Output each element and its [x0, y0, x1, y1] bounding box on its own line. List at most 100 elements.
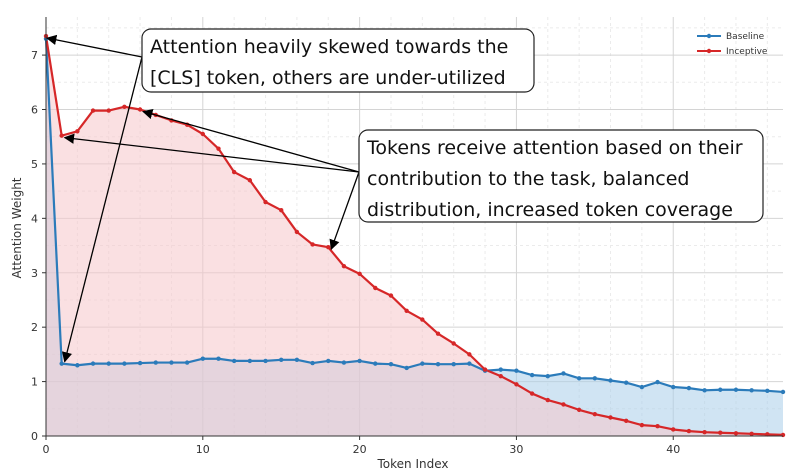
- y-tick-label: 6: [31, 104, 38, 117]
- point-inceptive: [749, 431, 754, 437]
- point-baseline: [435, 361, 441, 367]
- point-inceptive: [137, 107, 143, 112]
- point-baseline: [514, 368, 519, 373]
- point-baseline: [75, 363, 80, 368]
- point-inceptive: [247, 178, 253, 183]
- point-inceptive: [561, 402, 566, 407]
- point-baseline: [231, 358, 237, 364]
- point-baseline: [498, 367, 503, 372]
- point-baseline: [200, 356, 206, 361]
- annotation-arrows: [45, 34, 360, 363]
- point-inceptive: [200, 131, 206, 137]
- point-inceptive: [482, 367, 488, 372]
- y-tick-label: 5: [31, 158, 38, 171]
- point-inceptive: [106, 108, 111, 113]
- x-tick-label: 30: [509, 443, 523, 456]
- y-tick-label: 1: [31, 376, 38, 389]
- point-inceptive: [90, 108, 96, 113]
- area-inceptive: [46, 36, 783, 436]
- y-axis-label: Attention Weight: [10, 177, 24, 278]
- point-baseline: [90, 361, 96, 366]
- point-baseline: [576, 376, 582, 381]
- point-baseline: [341, 360, 347, 365]
- point-inceptive: [357, 271, 362, 277]
- point-inceptive: [608, 415, 613, 420]
- tick-labels: 0 10 20 30 40 0 1 2 3 4 5 6 7: [31, 49, 680, 456]
- point-baseline: [765, 388, 770, 394]
- point-inceptive: [514, 382, 519, 387]
- point-baseline: [671, 384, 676, 390]
- point-baseline: [467, 361, 472, 366]
- point-inceptive: [216, 146, 221, 151]
- point-inceptive: [639, 422, 645, 428]
- point-baseline: [702, 388, 707, 393]
- point-baseline: [388, 361, 394, 367]
- series-markers: [43, 33, 786, 438]
- x-axis-label: Token Index: [377, 457, 449, 468]
- point-inceptive: [373, 285, 378, 291]
- point-inceptive: [592, 412, 598, 417]
- point-inceptive: [420, 317, 425, 322]
- point-baseline: [310, 360, 315, 366]
- point-baseline: [718, 387, 723, 392]
- point-baseline: [122, 361, 127, 366]
- point-inceptive: [655, 424, 660, 429]
- area-fills: [46, 36, 783, 436]
- point-baseline: [106, 361, 111, 366]
- point-inceptive: [686, 428, 692, 434]
- point-baseline: [216, 356, 221, 361]
- y-tick-label: 2: [31, 321, 38, 334]
- point-inceptive: [545, 397, 550, 403]
- point-inceptive: [404, 308, 409, 314]
- y-tick-label: 3: [31, 267, 38, 280]
- point-inceptive: [576, 407, 582, 413]
- axes: [45, 17, 783, 437]
- annotation-callouts: Attention heavily skewed towards the [CLS…: [141, 28, 764, 223]
- x-tick-label: 0: [43, 443, 50, 456]
- callout-box: [141, 28, 535, 93]
- annotation-arrow: [142, 109, 360, 173]
- point-baseline: [780, 389, 786, 395]
- x-tick-label: 20: [353, 443, 367, 456]
- point-inceptive: [326, 244, 331, 250]
- point-inceptive: [263, 199, 268, 205]
- point-inceptive: [733, 431, 739, 436]
- legend-label-baseline: Baseline: [726, 32, 765, 42]
- point-inceptive: [671, 427, 676, 432]
- point-inceptive: [467, 352, 472, 357]
- annotation-arrow: [61, 56, 143, 363]
- point-baseline: [545, 373, 550, 379]
- point-inceptive: [718, 430, 723, 435]
- callout-text-line: Tokens receive attention based on their: [366, 137, 743, 159]
- annotation-arrow: [63, 133, 360, 173]
- y-tick-label: 0: [31, 430, 38, 443]
- annotation-arrow: [329, 171, 360, 251]
- point-inceptive: [529, 391, 535, 396]
- point-inceptive: [231, 169, 237, 175]
- point-baseline: [184, 360, 190, 365]
- point-inceptive: [702, 429, 707, 435]
- point-inceptive: [765, 432, 770, 437]
- point-baseline: [169, 360, 174, 365]
- point-baseline: [451, 361, 456, 367]
- legend-marker-baseline: [706, 33, 712, 39]
- point-baseline: [592, 376, 598, 381]
- point-inceptive: [388, 293, 394, 298]
- series-lines: [44, 35, 784, 437]
- point-inceptive: [75, 129, 80, 134]
- annotation-arrow: [45, 34, 143, 58]
- point-baseline: [420, 361, 425, 366]
- point-inceptive: [435, 331, 441, 336]
- callout-text-line: contribution to the task, balanced: [367, 168, 689, 190]
- point-baseline: [404, 365, 409, 371]
- point-baseline: [639, 384, 645, 390]
- point-inceptive: [59, 133, 64, 138]
- point-baseline: [279, 357, 284, 363]
- point-baseline: [59, 361, 64, 366]
- point-baseline: [357, 358, 362, 364]
- point-baseline: [749, 388, 754, 393]
- line-inceptive: [44, 35, 784, 437]
- x-tick-label: 40: [666, 443, 680, 456]
- point-baseline: [326, 358, 331, 364]
- point-inceptive: [623, 418, 629, 423]
